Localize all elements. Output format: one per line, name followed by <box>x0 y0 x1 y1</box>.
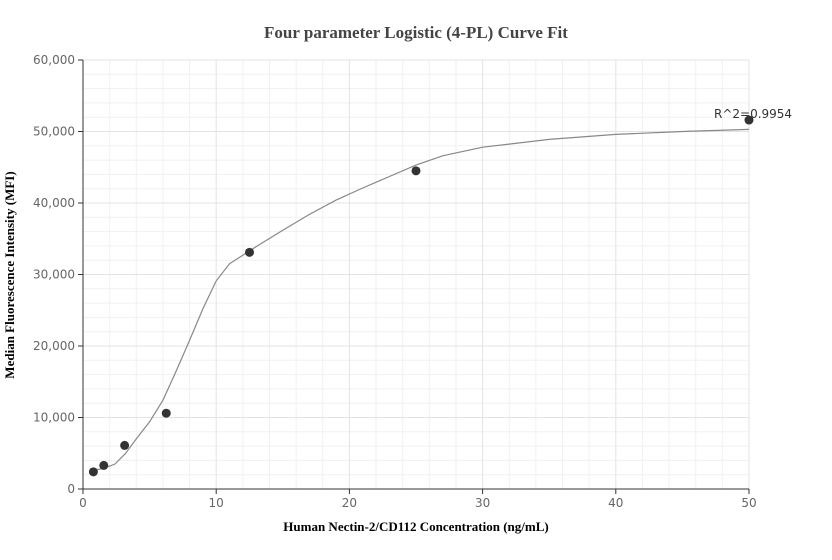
x-tick-label: 50 <box>741 496 756 510</box>
data-point <box>120 440 130 450</box>
ticks: 0 10 20 30 40 50 0 10,000 20,000 30,000 40,000 50,0… <box>33 53 757 510</box>
y-tick-label: 10,000 <box>33 411 75 425</box>
r-squared-annotation: R^2=0.9954 <box>714 107 792 121</box>
x-axis-label: Human Nectin-2/CD112 Concentration (ng/m… <box>283 519 548 534</box>
grid <box>83 59 750 489</box>
fit-curve-layer <box>93 128 750 471</box>
y-tick-label: 60,000 <box>33 53 75 67</box>
chart-title: Four parameter Logistic (4-PL) Curve Fit <box>264 23 568 42</box>
data-point <box>744 115 754 125</box>
x-tick-label: 40 <box>608 496 623 510</box>
fit-curve <box>93 128 750 471</box>
data-point <box>161 408 171 418</box>
y-axis-label: Median Fluorescence Intensity (MFI) <box>2 171 17 378</box>
y-tick-label: 0 <box>67 482 75 496</box>
data-point <box>88 467 98 477</box>
y-tick-label: 30,000 <box>33 268 75 282</box>
x-tick-label: 20 <box>342 496 357 510</box>
data-point <box>99 460 109 470</box>
x-tick-label: 10 <box>209 496 224 510</box>
y-tick-label: 50,000 <box>33 125 75 139</box>
y-tick-label: 40,000 <box>33 196 75 210</box>
data-points <box>88 115 754 477</box>
y-tick-label: 20,000 <box>33 339 75 353</box>
x-tick-label: 30 <box>475 496 490 510</box>
data-point <box>411 166 421 176</box>
data-point <box>245 247 254 257</box>
x-tick-label: 0 <box>79 496 87 510</box>
